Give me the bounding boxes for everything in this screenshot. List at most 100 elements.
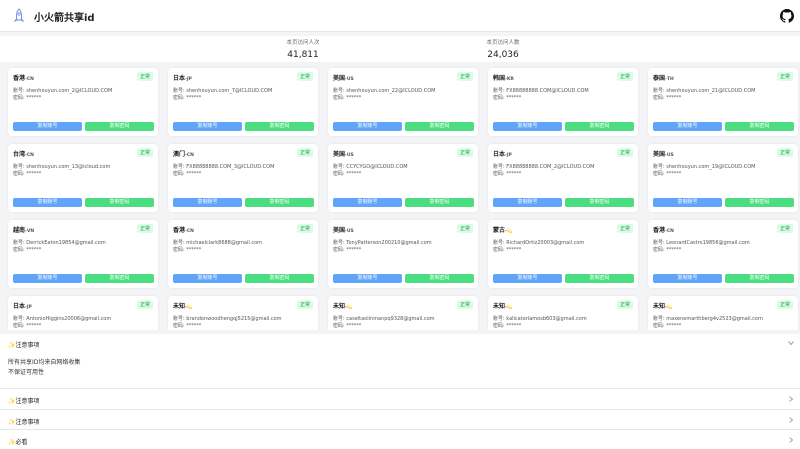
copy-password-button[interactable]: 复制密码 bbox=[725, 198, 794, 207]
region-code: -JP bbox=[185, 77, 192, 82]
region: 台湾-CN bbox=[13, 149, 34, 158]
password: 密码: ****** bbox=[333, 323, 362, 329]
status-badge: 正常 bbox=[296, 300, 313, 309]
divider bbox=[0, 388, 800, 389]
copy-account-button[interactable]: 复制账号 bbox=[333, 198, 402, 207]
region: 未知-💫 bbox=[173, 301, 193, 310]
account-card: 蒙古-💫 正常 账号: RichardOrtiz20003@gmail.com 密码:… bbox=[488, 220, 638, 288]
copy-password-button[interactable]: 复制密码 bbox=[725, 274, 794, 283]
status-badge: 正常 bbox=[456, 300, 473, 309]
region-name: 台湾 bbox=[13, 151, 26, 158]
password: 密码: ****** bbox=[13, 171, 42, 177]
password: 密码: ****** bbox=[13, 323, 42, 329]
region-code: -JP bbox=[505, 153, 512, 158]
password: 密码: ****** bbox=[13, 95, 42, 101]
card-grid: 香港-CN 正常 账号: shenhouyun.com_2@ICLOUD.COM 密码… bbox=[0, 62, 800, 330]
region-name: 美国 bbox=[333, 151, 346, 158]
copy-password-button[interactable]: 复制密码 bbox=[245, 198, 314, 207]
copy-account-button[interactable]: 复制账号 bbox=[333, 274, 402, 283]
stat-value: 24,036 bbox=[487, 50, 519, 60]
stats: 本页访问人次 41,811 本页访问人数 24,036 bbox=[0, 36, 800, 62]
copy-password-button[interactable]: 复制密码 bbox=[405, 274, 474, 283]
status-badge: 正常 bbox=[136, 224, 153, 233]
region-code: -CN bbox=[185, 229, 194, 234]
password: 密码: ****** bbox=[493, 95, 522, 101]
account: 账号: FX88888888.COM_3@ICLOUD.COM bbox=[173, 164, 275, 170]
accordion-header[interactable]: ✨注意事项 bbox=[8, 342, 40, 349]
password: 密码: ****** bbox=[333, 95, 362, 101]
region-code: -JP bbox=[25, 305, 32, 310]
stat-label: 本页访问人次 bbox=[286, 40, 320, 46]
accordion-header[interactable]: ✨注意事项 bbox=[8, 419, 40, 426]
header: 小火箭共享id bbox=[0, 0, 800, 32]
status-badge: 正常 bbox=[296, 72, 313, 81]
copy-password-button[interactable]: 复制密码 bbox=[245, 122, 314, 131]
copy-account-button[interactable]: 复制账号 bbox=[13, 122, 82, 131]
status-badge: 正常 bbox=[456, 72, 473, 81]
account: 账号: michaelclark8688@gmail.com bbox=[173, 240, 263, 246]
region: 美国-US bbox=[333, 73, 354, 82]
status-badge: 正常 bbox=[296, 148, 313, 157]
copy-account-button[interactable]: 复制账号 bbox=[173, 122, 242, 131]
status-badge: 正常 bbox=[616, 72, 633, 81]
logo-icon bbox=[13, 8, 25, 23]
copy-password-button[interactable]: 复制密码 bbox=[565, 198, 634, 207]
copy-password-button[interactable]: 复制密码 bbox=[405, 198, 474, 207]
region-name: 香港 bbox=[173, 227, 186, 234]
accordion-header[interactable]: ✨必看 bbox=[8, 439, 28, 446]
account-card: 美国-US 正常 账号: shenhouyun.com_22@ICLOUD.COM 密… bbox=[328, 68, 478, 136]
account-card: 香港-CN 正常 账号: michaelclark8688@gmail.com 密码:… bbox=[168, 220, 318, 288]
region-name: 未知 bbox=[653, 303, 666, 310]
status-badge: 正常 bbox=[136, 300, 153, 309]
copy-account-button[interactable]: 复制账号 bbox=[653, 122, 722, 131]
region: 日本-JP bbox=[173, 73, 192, 82]
password: 密码: ****** bbox=[653, 95, 682, 101]
account-card: 澳门-CN 正常 账号: FX88888888.COM_3@ICLOUD.COM 密码… bbox=[168, 144, 318, 212]
account-card: 香港-CN 正常 账号: LeonardCastro19856@gmail.com 密… bbox=[648, 220, 798, 288]
copy-password-button[interactable]: 复制密码 bbox=[85, 274, 154, 283]
copy-password-button[interactable]: 复制密码 bbox=[565, 122, 634, 131]
account: 账号: shenhouyun.com_13@icloud.com bbox=[13, 164, 111, 170]
copy-password-button[interactable]: 复制密码 bbox=[85, 198, 154, 207]
account: 账号: RichardOrtiz20003@gmail.com bbox=[493, 240, 585, 246]
status-badge: 正常 bbox=[456, 224, 473, 233]
account: 账号: LeonardCastro19856@gmail.com bbox=[653, 240, 750, 246]
account-card: 香港-CN 正常 账号: shenhouyun.com_2@ICLOUD.COM 密码… bbox=[8, 68, 158, 136]
region-name: 未知 bbox=[173, 303, 186, 310]
copy-password-button[interactable]: 复制密码 bbox=[405, 122, 474, 131]
account: 账号: DerrickEaton19854@gmail.com bbox=[13, 240, 106, 246]
copy-account-button[interactable]: 复制账号 bbox=[493, 122, 562, 131]
region-code: -CN bbox=[25, 153, 34, 158]
copy-account-button[interactable]: 复制账号 bbox=[173, 198, 242, 207]
stat-label: 本页访问人数 bbox=[486, 40, 520, 46]
account: 账号: maxenemarthberg4v2523@gmail.com bbox=[653, 316, 763, 322]
account: 账号: brandonwoodhengqj5215@gmail.com bbox=[173, 316, 282, 322]
copy-password-button[interactable]: 复制密码 bbox=[725, 122, 794, 131]
copy-account-button[interactable]: 复制账号 bbox=[13, 198, 82, 207]
account-card: 未知-💫 正常账号: brandonwoodhengqj5215@gmail.co… bbox=[168, 296, 318, 330]
copy-account-button[interactable]: 复制账号 bbox=[653, 274, 722, 283]
copy-account-button[interactable]: 复制账号 bbox=[653, 198, 722, 207]
password: 密码: ****** bbox=[493, 171, 522, 177]
account: 账号: shenhouyun.com_19@ICLOUD.COM bbox=[653, 164, 756, 170]
account-card: 美国-US 正常 账号: shenhouyun.com_19@ICLOUD.COM 密… bbox=[648, 144, 798, 212]
accordion-header[interactable]: ✨注意事项 bbox=[8, 398, 40, 405]
copy-password-button[interactable]: 复制密码 bbox=[85, 122, 154, 131]
password: 密码: ****** bbox=[333, 247, 362, 253]
github-link[interactable] bbox=[780, 9, 794, 23]
account: 账号: FX88888888.COM_2@ICLOUD.COM bbox=[493, 164, 595, 170]
copy-account-button[interactable]: 复制账号 bbox=[493, 274, 562, 283]
divider bbox=[0, 429, 800, 430]
copy-password-button[interactable]: 复制密码 bbox=[565, 274, 634, 283]
password: 密码: ****** bbox=[173, 323, 202, 329]
account: 账号: AntonioHiggins20006@gmail.com bbox=[13, 316, 112, 322]
copy-account-button[interactable]: 复制账号 bbox=[493, 198, 562, 207]
copy-password-button[interactable]: 复制密码 bbox=[245, 274, 314, 283]
status-badge: 正常 bbox=[616, 148, 633, 157]
password: 密码: ****** bbox=[653, 323, 682, 329]
region: 澳门-CN bbox=[173, 149, 194, 158]
copy-account-button[interactable]: 复制账号 bbox=[173, 274, 242, 283]
copy-account-button[interactable]: 复制账号 bbox=[333, 122, 402, 131]
copy-account-button[interactable]: 复制账号 bbox=[13, 274, 82, 283]
